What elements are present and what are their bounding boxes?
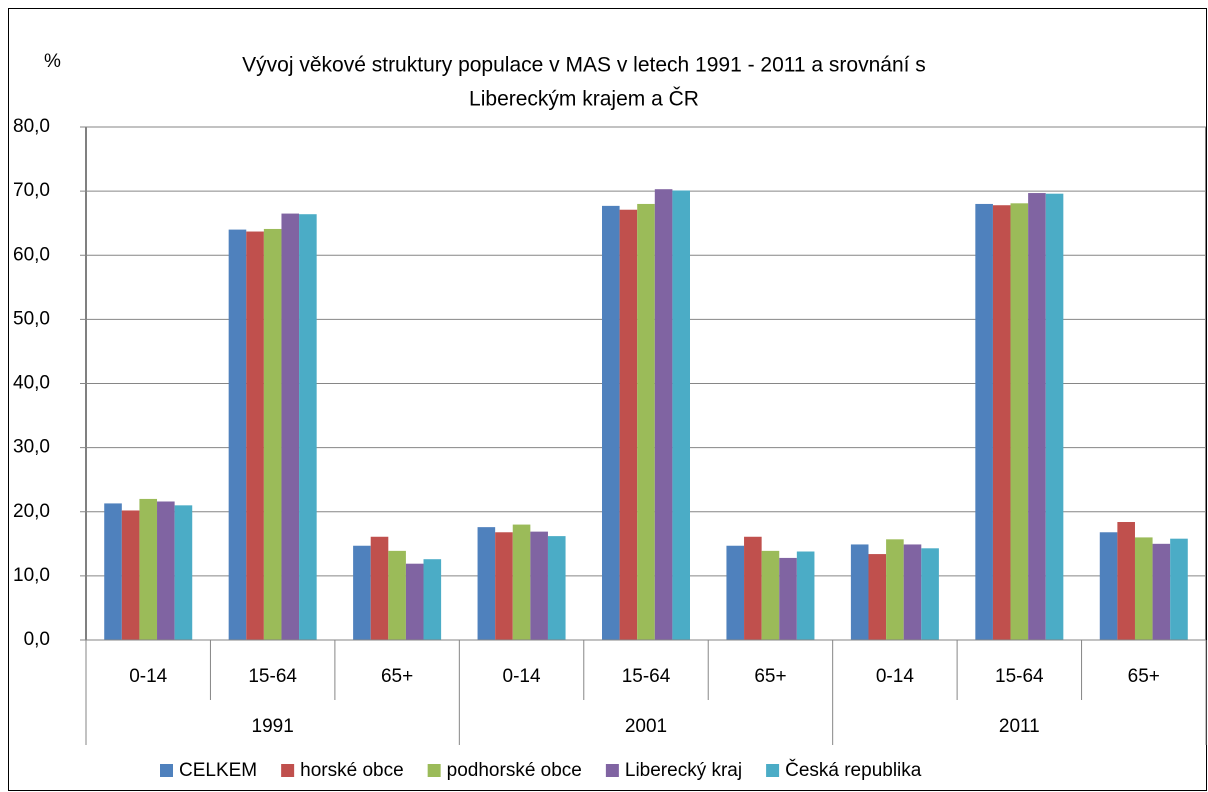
bar: [1010, 203, 1029, 640]
bar: [495, 532, 513, 640]
legend-label: horské obce: [300, 760, 404, 781]
y-tick-label: 50,0: [13, 308, 50, 329]
bar: [921, 548, 939, 640]
y-tick-label: 80,0: [13, 116, 50, 137]
bar: [1134, 537, 1153, 640]
bar: [992, 205, 1011, 641]
bar: [281, 213, 300, 640]
bar: [228, 229, 247, 640]
legend-label: Česká republika: [785, 759, 922, 781]
bar: [761, 550, 780, 640]
bar: [602, 205, 620, 640]
bar: [104, 503, 122, 640]
legend-swatch: [766, 764, 780, 777]
bar: [530, 531, 548, 640]
legend-label: podhorské obce: [447, 760, 582, 781]
x-tick-label: 65+: [381, 666, 413, 687]
bar: [868, 554, 887, 640]
bar: [547, 536, 566, 640]
bar: [726, 545, 745, 640]
bar: [388, 550, 406, 640]
legend-label: Liberecký kraj: [625, 760, 742, 781]
legend-swatch: [160, 764, 173, 777]
bar: [139, 498, 158, 640]
bar: [121, 510, 140, 640]
bar: [744, 536, 762, 640]
x-group-label: 2011: [999, 716, 1040, 737]
x-tick-label: 15-64: [622, 666, 671, 687]
bar: [299, 214, 317, 640]
bar: [886, 539, 904, 640]
x-tick-label: 15-64: [995, 666, 1044, 687]
legend-swatch: [427, 764, 441, 777]
y-tick-label: 20,0: [13, 501, 50, 522]
bar: [1045, 193, 1064, 640]
bar: [637, 203, 655, 640]
bar: [1170, 538, 1188, 640]
legend-swatch: [605, 764, 619, 777]
y-tick-label: 10,0: [13, 565, 50, 586]
x-group-label: 2001: [625, 716, 667, 737]
bar: [1152, 543, 1171, 640]
x-group-label: 1991: [252, 716, 294, 737]
y-tick-label: 30,0: [13, 437, 50, 458]
bar: [263, 228, 282, 641]
y-tick-label: 60,0: [13, 244, 50, 265]
bar: [157, 501, 175, 640]
bar: [850, 544, 869, 640]
x-tick-label: 15-64: [248, 666, 297, 687]
x-tick-label: 0-14: [503, 666, 541, 687]
bar: [779, 557, 797, 640]
bar: [512, 524, 531, 640]
bar: [405, 563, 424, 640]
bar: [174, 505, 193, 640]
bar: [619, 209, 638, 640]
legend-label: CELKEM: [179, 760, 257, 781]
bar: [1117, 522, 1135, 640]
bar: [477, 527, 496, 640]
x-tick-label: 65+: [1128, 666, 1160, 687]
bar: [975, 203, 993, 640]
bar: [370, 536, 389, 640]
y-tick-label: 70,0: [13, 180, 50, 201]
chart-title: Libereckým krajem a ČR: [469, 88, 699, 111]
x-tick-label: 0-14: [876, 666, 914, 687]
bar: [246, 231, 264, 640]
y-tick-label: 0,0: [24, 629, 50, 650]
y-tick-label: 40,0: [13, 373, 50, 394]
x-tick-label: 65+: [754, 666, 786, 687]
bar: [353, 545, 371, 640]
y-axis-label: %: [44, 51, 61, 72]
bar: [423, 559, 442, 640]
bar: [796, 551, 815, 640]
bar: [1028, 193, 1046, 640]
legend-swatch: [281, 764, 295, 777]
bar: [654, 189, 673, 641]
bar: [903, 544, 922, 640]
x-tick-label: 0-14: [129, 666, 167, 687]
chart-title: Vývoj věkové struktury populace v MAS v …: [242, 54, 926, 77]
bar: [1099, 532, 1118, 640]
bar: [672, 190, 690, 640]
